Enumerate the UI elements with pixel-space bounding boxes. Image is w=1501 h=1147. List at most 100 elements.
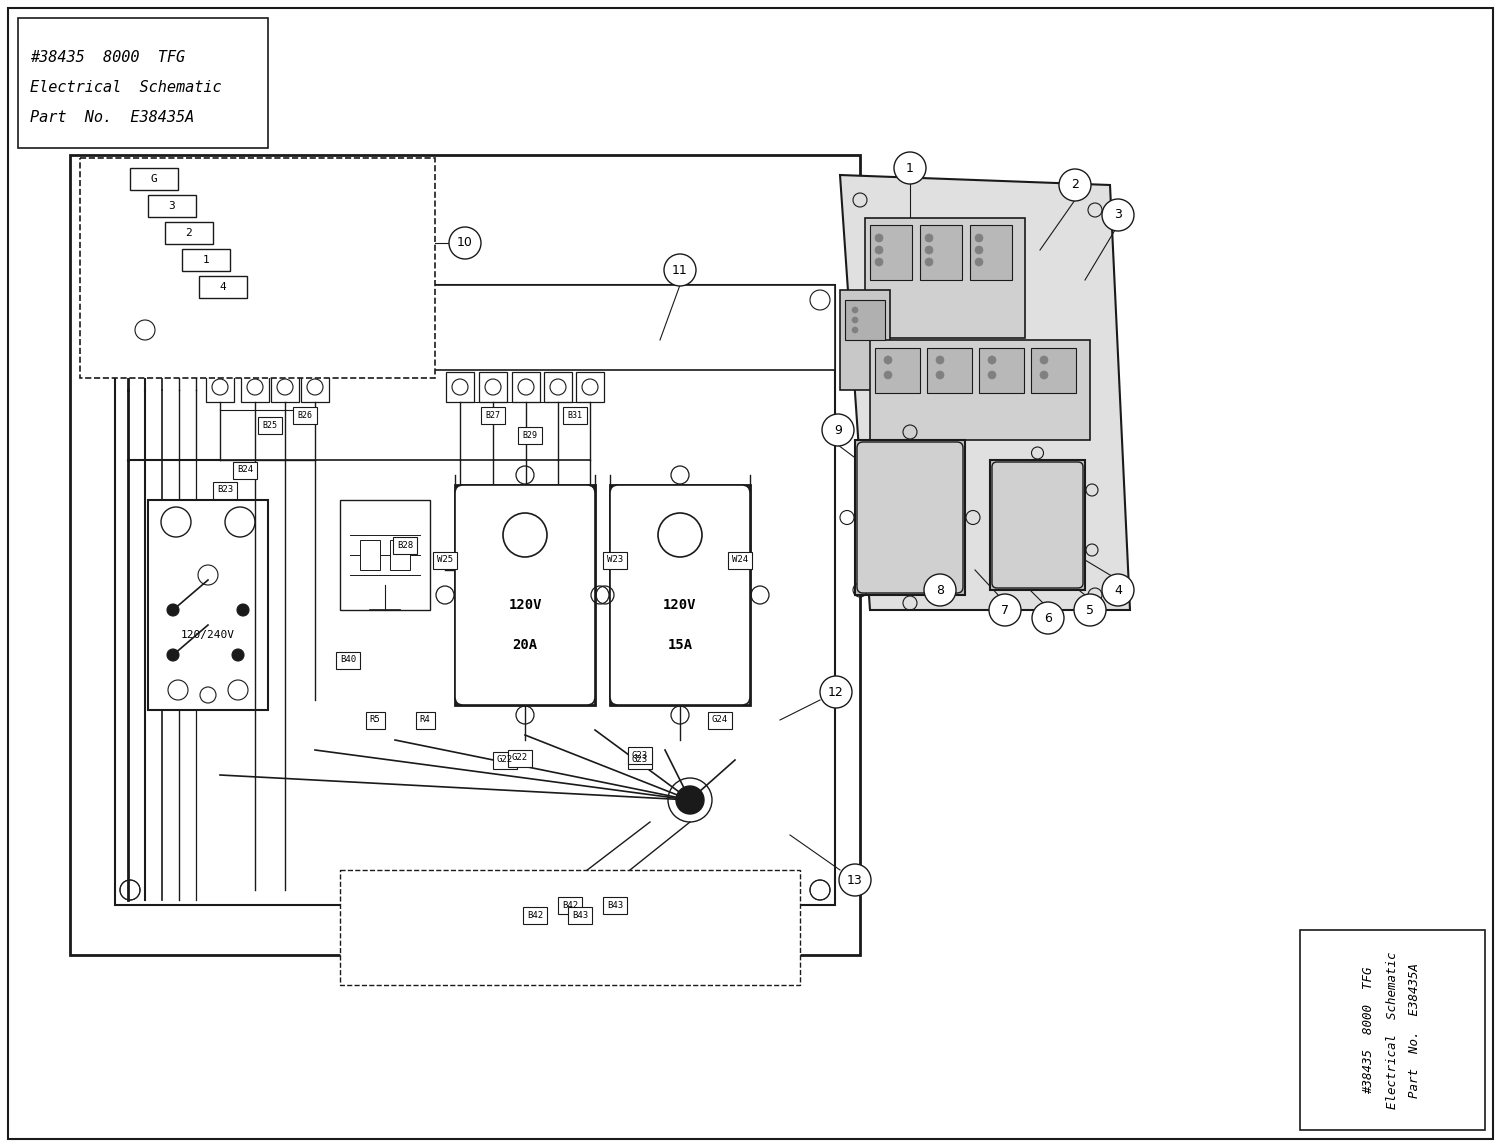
FancyBboxPatch shape [609,485,750,705]
Circle shape [925,574,956,606]
Bar [336,651,360,669]
Text: 5: 5 [1087,603,1094,616]
Text: W24: W24 [732,555,747,564]
Bar [455,485,594,705]
Text: B23: B23 [218,485,233,494]
Bar [71,155,860,955]
Text: 8: 8 [937,584,944,596]
Text: G23: G23 [632,750,648,759]
Bar [543,372,572,401]
Text: 7: 7 [1001,603,1009,616]
Circle shape [1102,574,1133,606]
Text: 120V: 120V [663,598,696,612]
Circle shape [853,327,859,333]
Circle shape [925,258,934,266]
Text: 1: 1 [907,162,914,174]
Bar [480,406,506,423]
Bar [871,225,913,280]
Bar [920,225,962,280]
Bar [293,406,317,423]
Text: 2: 2 [186,228,192,237]
Text: 6: 6 [1045,611,1052,624]
Circle shape [820,676,853,708]
Text: 4: 4 [1114,584,1121,596]
Circle shape [1060,169,1091,201]
Text: B26: B26 [297,411,312,420]
Text: R4: R4 [420,716,431,725]
Circle shape [233,649,245,661]
Bar [991,460,1085,590]
Circle shape [675,786,704,814]
Bar [80,158,435,379]
Circle shape [875,258,883,266]
Bar [492,751,518,768]
Circle shape [976,245,983,253]
FancyBboxPatch shape [992,462,1084,588]
Circle shape [925,234,934,242]
Bar [708,711,732,728]
Text: B43: B43 [606,900,623,910]
Text: 4: 4 [219,282,227,292]
Text: #38435  8000  TFG: #38435 8000 TFG [30,50,185,65]
Text: G23: G23 [632,756,648,765]
Circle shape [925,245,934,253]
Text: W23: W23 [606,555,623,564]
FancyBboxPatch shape [857,442,964,593]
Bar [149,195,197,217]
Text: 12: 12 [829,686,844,699]
Circle shape [937,370,944,379]
Text: B42: B42 [527,911,543,920]
Text: R5: R5 [369,716,380,725]
Text: Electrical  Schematic: Electrical Schematic [30,80,222,95]
Bar [603,897,627,913]
Bar [393,537,417,554]
Circle shape [989,594,1021,626]
Bar [979,348,1024,393]
Bar [233,461,257,478]
Bar [609,485,750,705]
Circle shape [1075,594,1106,626]
Bar [627,751,653,768]
Circle shape [853,307,859,313]
Text: 11: 11 [672,264,687,276]
Text: G22: G22 [512,754,528,763]
Bar [1300,930,1484,1130]
Bar [928,348,973,393]
Circle shape [823,414,854,446]
Text: B31: B31 [567,411,582,420]
Bar [558,897,582,913]
Bar [563,406,587,423]
Text: 15A: 15A [668,638,692,651]
Bar [182,249,230,271]
Bar [242,372,269,401]
Bar [518,427,542,444]
Text: 3: 3 [168,201,176,211]
Text: 1: 1 [203,255,209,265]
Bar [875,348,920,393]
Bar [871,340,1090,440]
Bar [116,284,835,370]
Circle shape [167,604,179,616]
FancyBboxPatch shape [455,485,594,705]
Polygon shape [841,175,1130,610]
Text: 2: 2 [1072,179,1079,192]
Bar [728,552,752,569]
Bar [970,225,1012,280]
Bar [213,482,237,499]
Circle shape [884,356,892,364]
Bar [856,440,965,595]
Circle shape [167,649,179,661]
Text: 3: 3 [1114,209,1121,221]
Bar [360,540,380,570]
Text: 13: 13 [847,874,863,887]
Bar [446,372,474,401]
Circle shape [988,370,997,379]
Bar [416,711,434,728]
Circle shape [237,604,249,616]
Text: #38435  8000  TFG
Electrical  Schematic
Part  No.  E38435A: #38435 8000 TFG Electrical Schematic Par… [1363,951,1421,1109]
Bar [512,372,540,401]
Bar [206,372,234,401]
Text: B25: B25 [263,421,278,429]
Text: 120/240V: 120/240V [182,630,236,640]
Circle shape [1040,370,1048,379]
